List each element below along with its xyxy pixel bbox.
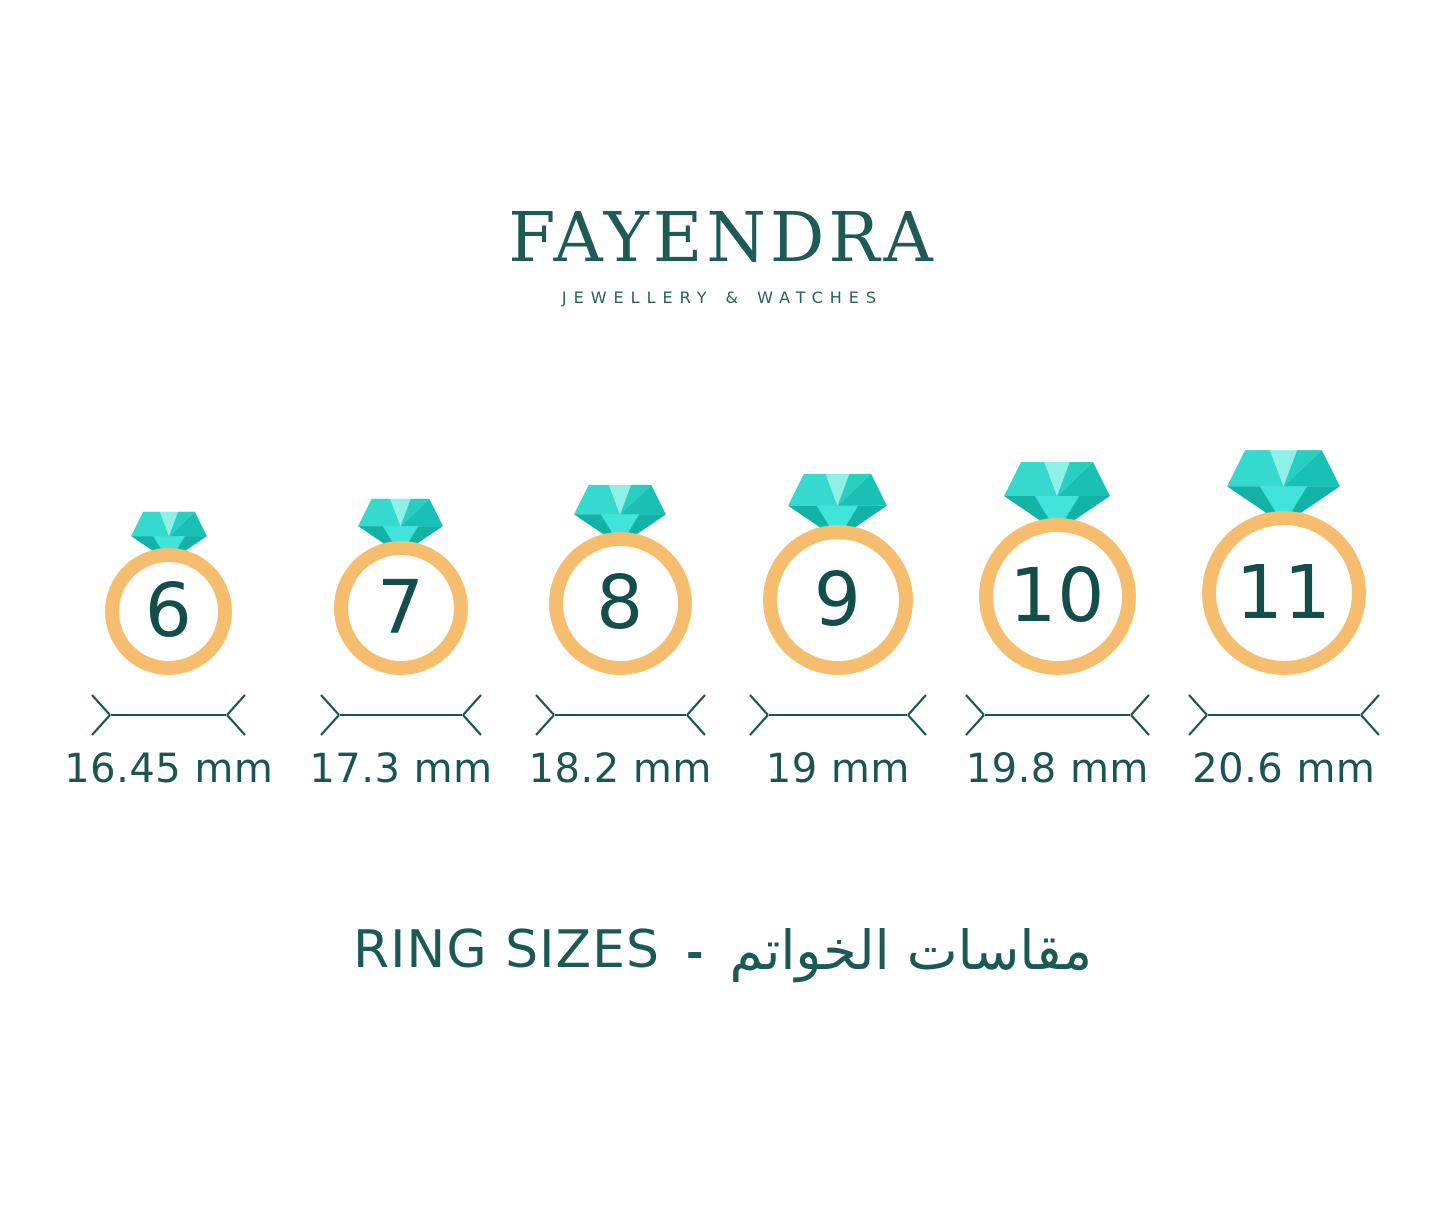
ring-size-number: 9 xyxy=(813,556,862,643)
ring-band: 8 xyxy=(548,531,692,675)
ring-item-size-10: 10 19.8 mm xyxy=(964,461,1151,791)
title-separator: - xyxy=(686,927,704,977)
ring-figure: 8 xyxy=(548,484,692,675)
arrow-right-chevron-icon xyxy=(906,694,927,736)
ring-figure: 10 xyxy=(978,461,1136,675)
arrow-right-chevron-icon xyxy=(462,694,482,736)
arrow-left-chevron-icon xyxy=(748,694,769,736)
ring-sizes-title-en: RING SIZES xyxy=(352,920,660,981)
ring-band: 7 xyxy=(333,540,468,675)
arrow-line xyxy=(111,713,227,716)
ring-figure: 6 xyxy=(105,511,233,675)
ring-item-size-7: 7 17.3 mm xyxy=(309,498,492,791)
diamond-icon xyxy=(358,498,444,556)
diameter-arrow xyxy=(90,692,247,738)
ring-item-size-8: 8 18.2 mm xyxy=(529,484,712,791)
ring-figure: 11 xyxy=(1201,449,1366,675)
arrow-line xyxy=(554,713,686,716)
arrow-left-chevron-icon xyxy=(320,694,340,736)
ring-size-number: 6 xyxy=(144,568,193,655)
diameter-label: 16.45 mm xyxy=(64,745,274,792)
page-title: RING SIZES - مقاسات الخواتم xyxy=(0,919,1445,982)
diamond-icon xyxy=(574,484,667,547)
diameter-label: 19.8 mm xyxy=(965,745,1149,792)
diameter-label: 20.6 mm xyxy=(1192,745,1376,792)
ring-band: 9 xyxy=(762,524,913,675)
ring-size-number: 8 xyxy=(596,560,645,647)
arrow-left-chevron-icon xyxy=(964,694,985,736)
ring-size-number: 7 xyxy=(376,564,426,651)
diameter-arrow xyxy=(534,692,707,738)
diamond-icon xyxy=(788,473,888,540)
arrow-right-chevron-icon xyxy=(226,694,247,736)
ring-band: 11 xyxy=(1201,510,1366,675)
arrow-line xyxy=(1207,713,1360,716)
diameter-arrow xyxy=(1187,692,1381,738)
ring-size-number: 10 xyxy=(1009,553,1106,640)
ring-band: 6 xyxy=(105,547,233,675)
arrow-left-chevron-icon xyxy=(91,694,112,736)
ring-band: 10 xyxy=(978,517,1136,675)
ring-item-size-9: 9 19 mm xyxy=(748,473,928,791)
diameter-label: 19 mm xyxy=(765,745,910,792)
ring-item-size-11: 11 20.6 mm xyxy=(1187,449,1381,791)
ring-item-size-6: 6 16.45 mm xyxy=(64,511,273,791)
brand-tagline: JEWELLERY & WATCHES xyxy=(561,288,884,307)
ring-figure: 7 xyxy=(333,498,468,675)
brand-header: FAYENDRA JEWELLERY & WATCHES xyxy=(0,0,1445,308)
arrow-line xyxy=(339,713,462,716)
arrow-left-chevron-icon xyxy=(1187,694,1208,736)
arrow-left-chevron-icon xyxy=(534,694,555,736)
ring-size-number: 11 xyxy=(1235,549,1332,636)
diameter-label: 17.3 mm xyxy=(309,745,493,792)
arrow-right-chevron-icon xyxy=(685,694,706,736)
ring-sizes-row: 6 16.45 mm xyxy=(0,449,1445,791)
arrow-right-chevron-icon xyxy=(1129,694,1150,736)
arrow-line xyxy=(984,713,1130,716)
arrow-line xyxy=(768,713,907,716)
diameter-arrow xyxy=(748,692,928,738)
diameter-label: 18.2 mm xyxy=(528,745,712,792)
diamond-icon xyxy=(1004,461,1111,533)
diamond-icon xyxy=(1227,449,1341,526)
ring-sizes-title-ar: مقاسات الخواتم xyxy=(729,918,1093,982)
diameter-arrow xyxy=(319,692,483,738)
ring-figure: 9 xyxy=(762,473,913,675)
arrow-right-chevron-icon xyxy=(1359,694,1380,736)
brand-name: FAYENDRA xyxy=(508,199,937,278)
diameter-arrow xyxy=(964,692,1151,738)
